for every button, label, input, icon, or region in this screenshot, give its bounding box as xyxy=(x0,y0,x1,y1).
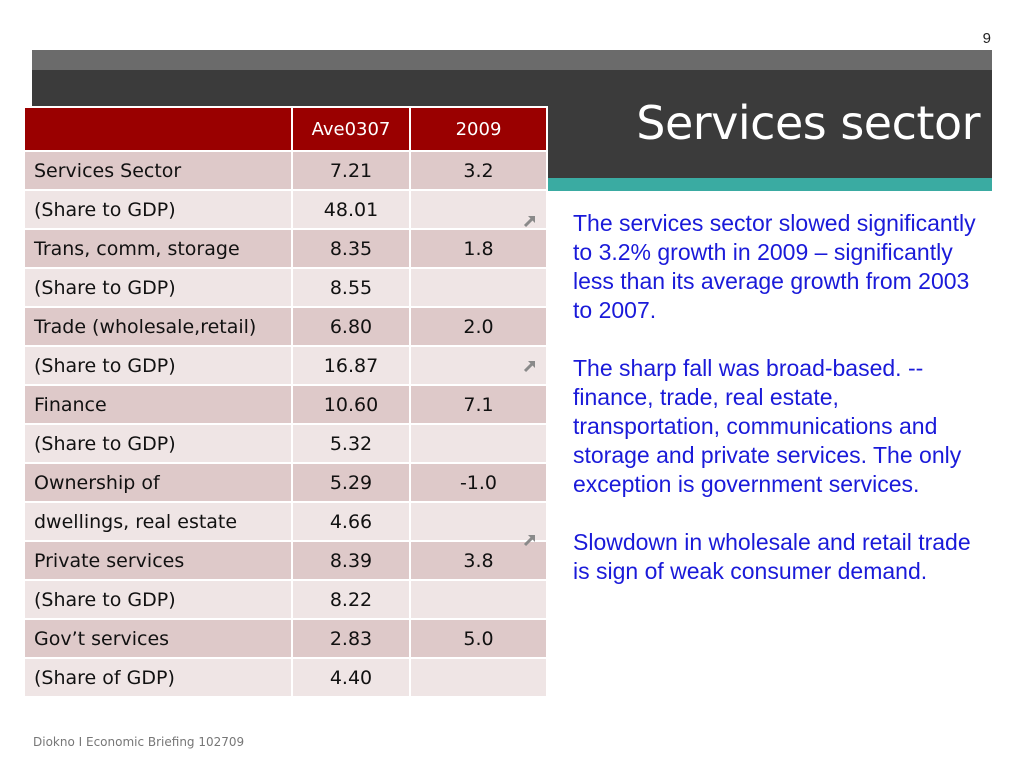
row-label: Ownership of xyxy=(23,462,293,503)
table-header-2009: 2009 xyxy=(409,106,548,152)
header-top-bar xyxy=(32,50,992,70)
bullet-item: The services sector slowed significantly… xyxy=(522,209,992,325)
row-2009: 3.8 xyxy=(409,540,548,581)
table-row: (Share of GDP) 4.40 xyxy=(23,657,548,698)
row-2009: -1.0 xyxy=(409,462,548,503)
table-row: Finance 10.60 7.1 xyxy=(23,384,548,425)
bullet-text: The services sector slowed significantly… xyxy=(573,210,976,323)
row-2009: 7.1 xyxy=(409,384,548,425)
table-row: Trans, comm, storage 8.35 1.8 xyxy=(23,228,548,269)
row-2009 xyxy=(409,267,548,308)
row-2009: 1.8 xyxy=(409,228,548,269)
table-row: (Share to GDP) 5.32 xyxy=(23,423,548,464)
row-label: (Share to GDP) xyxy=(23,189,293,230)
bullet-text: Slowdown in wholesale and retail trade i… xyxy=(573,529,971,584)
row-2009 xyxy=(409,657,548,698)
row-ave0307: 8.39 xyxy=(291,540,411,581)
row-ave0307: 8.35 xyxy=(291,228,411,269)
table-row: Gov’t services 2.83 5.0 xyxy=(23,618,548,659)
row-label: (Share of GDP) xyxy=(23,657,293,698)
row-ave0307: 16.87 xyxy=(291,345,411,386)
table-row: (Share to GDP) 16.87 xyxy=(23,345,548,386)
table-header-ave0307: Ave0307 xyxy=(291,106,411,152)
row-2009 xyxy=(409,345,548,386)
slide-footer: Diokno I Economic Briefing 102709 xyxy=(33,735,245,749)
row-2009: 2.0 xyxy=(409,306,548,347)
row-ave0307: 10.60 xyxy=(291,384,411,425)
table-row: Trade (wholesale,retail) 6.80 2.0 xyxy=(23,306,548,347)
row-label: Trans, comm, storage xyxy=(23,228,293,269)
row-2009: 3.2 xyxy=(409,150,548,191)
row-2009 xyxy=(409,423,548,464)
table-row: Private services 8.39 3.8 xyxy=(23,540,548,581)
bullet-item: Slowdown in wholesale and retail trade i… xyxy=(522,528,992,586)
row-label: Finance xyxy=(23,384,293,425)
table-row: (Share to GDP) 48.01 xyxy=(23,189,548,230)
arrow-up-right-icon xyxy=(523,535,535,547)
row-label: (Share to GDP) xyxy=(23,267,293,308)
bullet-list: The services sector slowed significantly… xyxy=(522,209,992,615)
row-2009 xyxy=(409,189,548,230)
arrow-up-right-icon xyxy=(523,361,535,373)
row-ave0307: 4.66 xyxy=(291,501,411,542)
services-growth-table: Ave0307 2009 Services Sector 7.21 3.2 (S… xyxy=(23,106,548,698)
row-2009: 5.0 xyxy=(409,618,548,659)
row-label: Services Sector xyxy=(23,150,293,191)
table-header-sector xyxy=(23,106,293,152)
arrow-up-right-icon xyxy=(523,216,535,228)
table-row: Ownership of 5.29 -1.0 xyxy=(23,462,548,503)
bullet-text: The sharp fall was broad-based. --financ… xyxy=(573,355,962,497)
row-label: (Share to GDP) xyxy=(23,579,293,620)
row-label: Gov’t services xyxy=(23,618,293,659)
row-ave0307: 8.55 xyxy=(291,267,411,308)
row-2009 xyxy=(409,501,548,542)
table-header-row: Ave0307 2009 xyxy=(23,106,548,152)
row-label: Trade (wholesale,retail) xyxy=(23,306,293,347)
row-ave0307: 4.40 xyxy=(291,657,411,698)
row-ave0307: 5.32 xyxy=(291,423,411,464)
row-label: Private services xyxy=(23,540,293,581)
page-number: 9 xyxy=(982,30,991,47)
table-row: (Share to GDP) 8.55 xyxy=(23,267,548,308)
row-ave0307: 7.21 xyxy=(291,150,411,191)
row-ave0307: 5.29 xyxy=(291,462,411,503)
row-label: dwellings, real estate xyxy=(23,501,293,542)
row-ave0307: 8.22 xyxy=(291,579,411,620)
row-2009 xyxy=(409,579,548,620)
row-label: (Share to GDP) xyxy=(23,423,293,464)
table-row: Services Sector 7.21 3.2 xyxy=(23,150,548,191)
table-row: (Share to GDP) 8.22 xyxy=(23,579,548,620)
table-row: dwellings, real estate 4.66 xyxy=(23,501,548,542)
row-ave0307: 6.80 xyxy=(291,306,411,347)
row-label: (Share to GDP) xyxy=(23,345,293,386)
slide-title: Services sector xyxy=(636,96,980,150)
row-ave0307: 2.83 xyxy=(291,618,411,659)
bullet-item: The sharp fall was broad-based. --financ… xyxy=(522,354,992,499)
row-ave0307: 48.01 xyxy=(291,189,411,230)
